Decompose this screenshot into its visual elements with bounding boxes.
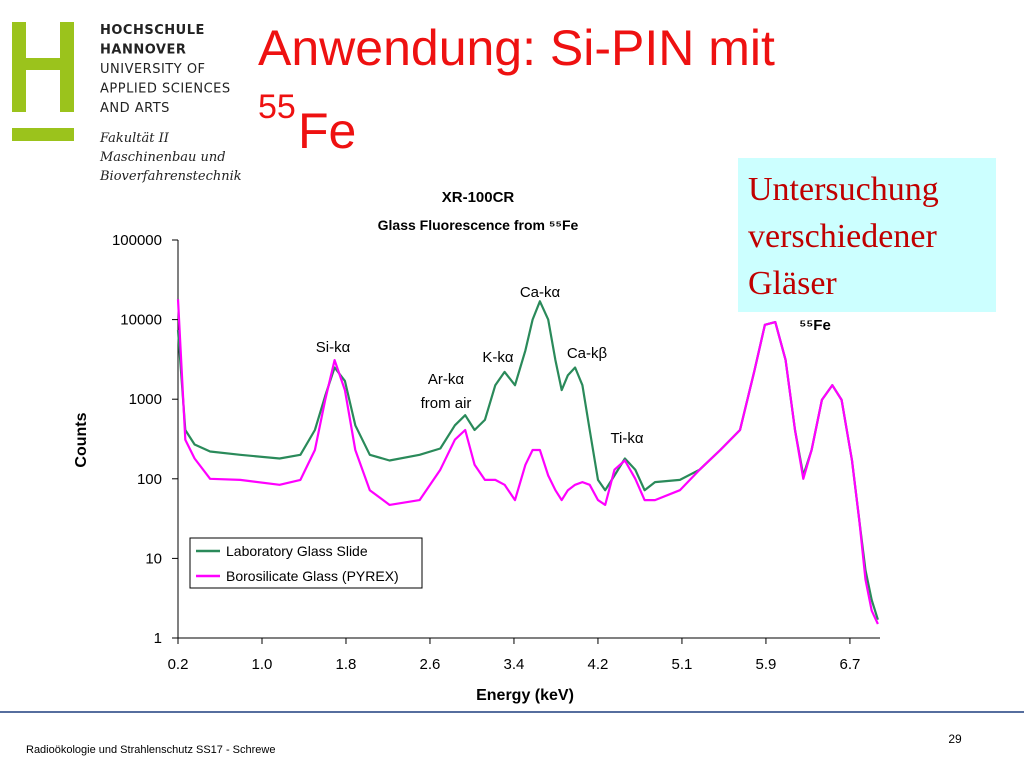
x-tick-label: 5.1 xyxy=(672,656,693,673)
logo-line: HOCHSCHULE xyxy=(100,23,205,38)
faculty-line: Maschinenbau und xyxy=(99,150,226,165)
x-tick-label: 1.8 xyxy=(336,656,357,673)
page-number: 29 xyxy=(948,732,962,746)
legend-label: Borosilicate Glass (PYREX) xyxy=(226,568,399,584)
x-tick-label: 1.0 xyxy=(252,656,273,673)
y-tick-label: 100 xyxy=(137,471,162,488)
peak-annotation: from air xyxy=(421,395,472,412)
peak-annotation: Ar-kα xyxy=(428,371,464,388)
x-tick-label: 5.9 xyxy=(756,656,777,673)
x-tick-label: 3.4 xyxy=(504,656,525,673)
slide-title: Anwendung: Si-PIN mit xyxy=(258,20,775,76)
note-line: Untersuchung xyxy=(748,171,939,208)
logo-text: HOCHSCHULE HANNOVER UNIVERSITY OF APPLIED S… xyxy=(99,23,242,184)
note-line: Gläser xyxy=(748,265,837,302)
logo-mark xyxy=(12,22,74,141)
logo-line: HANNOVER xyxy=(100,43,186,58)
y-tick-label: 100000 xyxy=(112,232,162,249)
chart-title: XR-100CR xyxy=(442,189,515,206)
peak-annotation: ⁵⁵Fe xyxy=(799,317,831,334)
peak-annotation: Ca-kα xyxy=(520,284,561,301)
logo-line: AND ARTS xyxy=(100,101,170,116)
chart-subtitle: Glass Fluorescence from ⁵⁵Fe xyxy=(378,217,579,233)
footer: Radioökologie und Strahlenschutz SS17 - … xyxy=(26,744,275,756)
faculty-line: Bioverfahrenstechnik xyxy=(99,169,242,184)
faculty-line: Fakultät II xyxy=(99,131,170,146)
y-tick-label: 1000 xyxy=(129,391,162,408)
x-tick-label: 0.2 xyxy=(168,656,189,673)
y-tick-label: 10000 xyxy=(120,312,162,329)
x-axis-label: Energy (keV) xyxy=(476,687,574,704)
legend-label: Laboratory Glass Slide xyxy=(226,543,368,559)
note-line: verschiedener xyxy=(748,218,937,255)
peak-annotation: Si-kα xyxy=(316,339,351,356)
logo-line: UNIVERSITY OF xyxy=(100,62,206,77)
logo-line: APPLIED SCIENCES xyxy=(100,82,231,97)
slide-title-sup: 55 xyxy=(258,88,296,126)
y-tick-label: 10 xyxy=(145,550,162,567)
peak-annotation: Ti-kα xyxy=(610,430,643,447)
x-tick-label: 4.2 xyxy=(588,656,609,673)
legend-box xyxy=(189,537,423,589)
note-text: Untersuchung verschiedener Gläser xyxy=(748,171,939,302)
slide-title-rest: Fe xyxy=(298,103,356,159)
peak-annotation: K-kα xyxy=(482,349,514,366)
note-box xyxy=(738,158,996,312)
x-tick-label: 2.6 xyxy=(420,656,441,673)
peak-annotation: Ca-kβ xyxy=(567,345,608,362)
y-tick-label: 1 xyxy=(154,630,162,647)
series-line xyxy=(176,299,879,625)
y-axis-label: Counts xyxy=(73,412,90,467)
x-tick-label: 6.7 xyxy=(839,656,860,673)
